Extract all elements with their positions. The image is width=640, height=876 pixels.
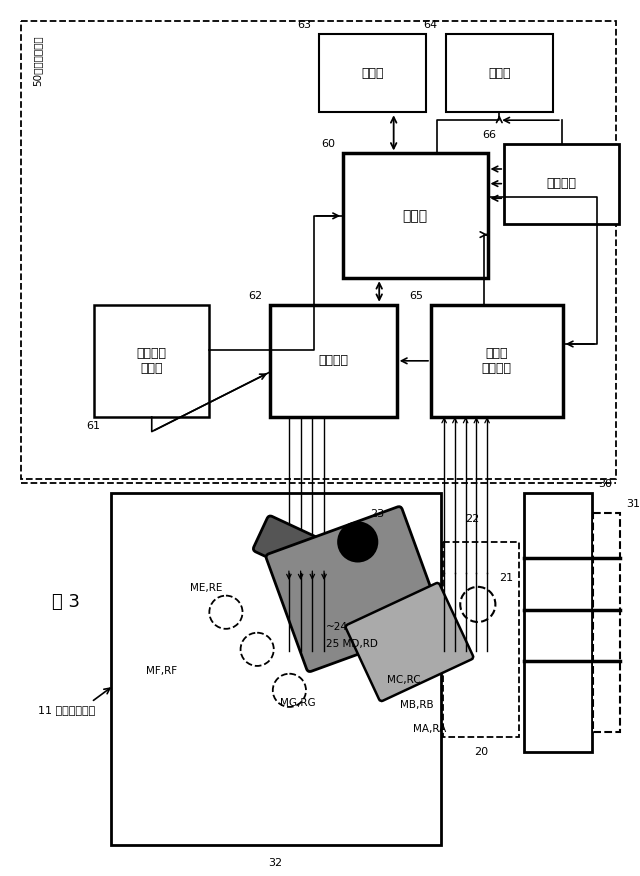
Text: 制御部: 制御部 xyxy=(403,208,428,223)
Bar xyxy=(431,305,563,417)
Bar xyxy=(524,493,592,752)
Text: MB,RB: MB,RB xyxy=(400,700,433,710)
Text: 21: 21 xyxy=(499,573,513,583)
Bar xyxy=(593,512,620,732)
Bar xyxy=(270,305,397,417)
Text: 筋状態
検出回路: 筋状態 検出回路 xyxy=(482,347,512,375)
Text: バッテリ: バッテリ xyxy=(547,177,577,190)
Bar xyxy=(504,144,620,223)
Text: 生体信号
検出部: 生体信号 検出部 xyxy=(137,347,167,375)
Text: 記憶部: 記憶部 xyxy=(361,67,383,80)
Text: 31: 31 xyxy=(626,498,640,509)
Bar xyxy=(94,305,209,417)
Text: 23: 23 xyxy=(371,508,385,519)
FancyBboxPatch shape xyxy=(346,583,473,701)
Text: ~24: ~24 xyxy=(326,622,348,632)
Text: 30: 30 xyxy=(598,479,612,489)
Bar xyxy=(21,21,616,479)
FancyBboxPatch shape xyxy=(266,506,443,672)
Text: 20: 20 xyxy=(474,747,488,757)
Text: 63: 63 xyxy=(297,20,311,31)
Bar xyxy=(445,34,553,112)
Bar xyxy=(343,153,488,279)
Text: 50制御ユニット: 50制御ユニット xyxy=(33,35,43,86)
Text: 図 3: 図 3 xyxy=(52,593,80,611)
Text: MF,RF: MF,RF xyxy=(146,666,177,675)
Text: ME,RE: ME,RE xyxy=(190,583,222,593)
Bar xyxy=(443,542,519,738)
Text: 通信部: 通信部 xyxy=(488,67,511,80)
Text: MA,RA: MA,RA xyxy=(413,724,447,734)
Text: 22: 22 xyxy=(465,514,479,525)
Text: MC,RC: MC,RC xyxy=(387,675,420,685)
Text: MG,RG: MG,RG xyxy=(280,698,316,708)
Circle shape xyxy=(338,522,377,562)
Text: 64: 64 xyxy=(424,20,438,31)
Text: 65: 65 xyxy=(409,291,423,300)
Bar xyxy=(111,493,441,844)
Text: 61: 61 xyxy=(86,420,100,431)
Text: 62: 62 xyxy=(248,291,262,300)
Text: 66: 66 xyxy=(483,130,497,139)
Bar xyxy=(319,34,426,112)
FancyBboxPatch shape xyxy=(253,516,390,606)
Text: 25 MD,RD: 25 MD,RD xyxy=(326,639,378,649)
Text: 32: 32 xyxy=(269,858,283,868)
Text: 11 ロボット装置: 11 ロボット装置 xyxy=(38,705,96,715)
Text: 駆動回路: 駆動回路 xyxy=(318,354,348,367)
Text: 60: 60 xyxy=(321,139,335,150)
